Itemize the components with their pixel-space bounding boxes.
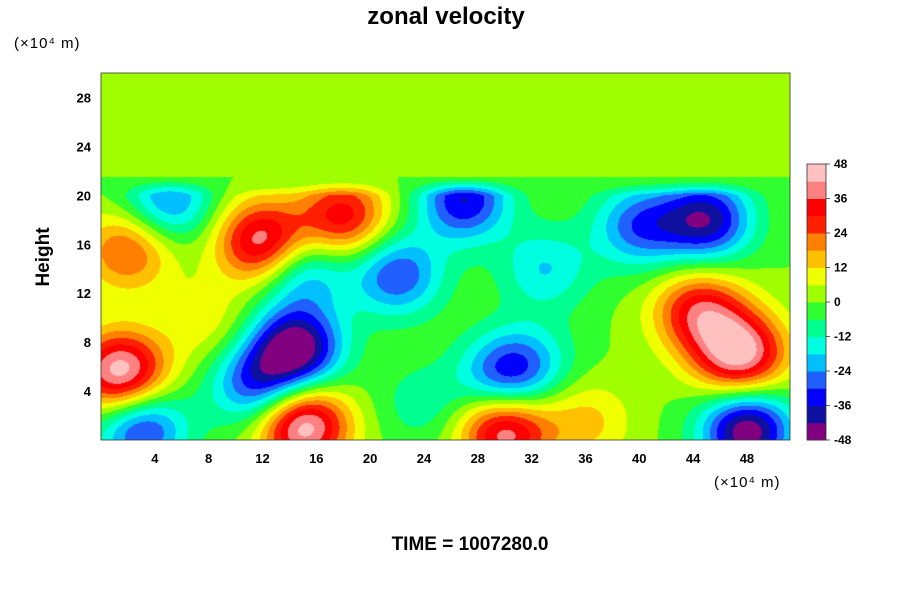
colorbar-tick-label: 48 <box>834 157 848 171</box>
x-tick-label: 36 <box>578 451 592 466</box>
x-tick-label: 40 <box>632 451 646 466</box>
colorbar <box>806 163 827 441</box>
colorbar-swatch <box>807 422 826 441</box>
colorbar-tick-label: 24 <box>834 226 848 240</box>
x-tick-label: 44 <box>686 451 701 466</box>
colorbar-swatch <box>807 164 826 182</box>
velocity-field <box>101 73 790 440</box>
colorbar-swatch <box>807 319 826 337</box>
chart-title: zonal velocity <box>367 3 525 30</box>
x-tick-label: 48 <box>740 451 754 466</box>
colorbar-tick-label: -36 <box>834 399 852 413</box>
x-tick-label: 32 <box>524 451 538 466</box>
y-tick-label: 16 <box>77 237 91 252</box>
colorbar-swatch <box>807 371 826 389</box>
colorbar-tick-label: -48 <box>834 433 852 447</box>
time-label: TIME = 1007280.0 <box>392 534 549 555</box>
colorbar-swatch <box>807 405 826 424</box>
colorbar-swatch <box>807 250 826 268</box>
x-axis-unit: (×10⁴ m) <box>714 474 781 491</box>
colorbar-swatch <box>807 302 826 320</box>
colorbar-swatch <box>807 181 826 199</box>
colorbar-swatch <box>807 353 826 372</box>
colorbar-tick-label: 0 <box>834 295 841 309</box>
colorbar-swatch <box>807 284 826 303</box>
x-tick-label: 4 <box>151 451 159 466</box>
y-axis-label: Height <box>33 227 54 287</box>
plot-frame <box>100 72 791 441</box>
x-tick-labels: 4 8 12 16 20 24 28 32 36 40 44 48 <box>151 451 754 466</box>
y-tick-label: 28 <box>77 90 91 105</box>
y-tick-labels: 4 8 12 16 20 24 28 <box>77 90 92 399</box>
colorbar-tick-label: 36 <box>834 192 848 206</box>
colorbar-swatch <box>807 336 826 355</box>
colorbar-swatch <box>807 388 826 406</box>
x-tick-label: 24 <box>417 451 432 466</box>
colorbar-tick-labels: 48 36 24 12 0 -12 -24 -36 -48 <box>826 157 852 447</box>
colorbar-swatch <box>807 267 826 286</box>
y-tick-label: 8 <box>84 335 91 350</box>
x-tick-label: 8 <box>205 451 212 466</box>
y-tick-label: 12 <box>77 286 91 301</box>
colorbar-swatch <box>807 233 826 251</box>
x-tick-label: 28 <box>471 451 485 466</box>
x-tick-label: 12 <box>255 451 269 466</box>
y-axis-unit: (×10⁴ m) <box>14 35 81 52</box>
y-tick-label: 24 <box>77 139 92 154</box>
colorbar-swatch <box>807 215 826 234</box>
plot-area <box>100 72 791 441</box>
colorbar-tick-label: -12 <box>834 330 852 344</box>
x-tick-label: 20 <box>363 451 377 466</box>
colorbar-swatch <box>807 198 826 217</box>
x-tick-label: 16 <box>309 451 323 466</box>
colorbar-tick-label: 12 <box>834 261 848 275</box>
y-tick-label: 20 <box>77 188 91 203</box>
y-tick-label: 4 <box>84 384 92 399</box>
colorbar-tick-label: -24 <box>834 364 852 378</box>
